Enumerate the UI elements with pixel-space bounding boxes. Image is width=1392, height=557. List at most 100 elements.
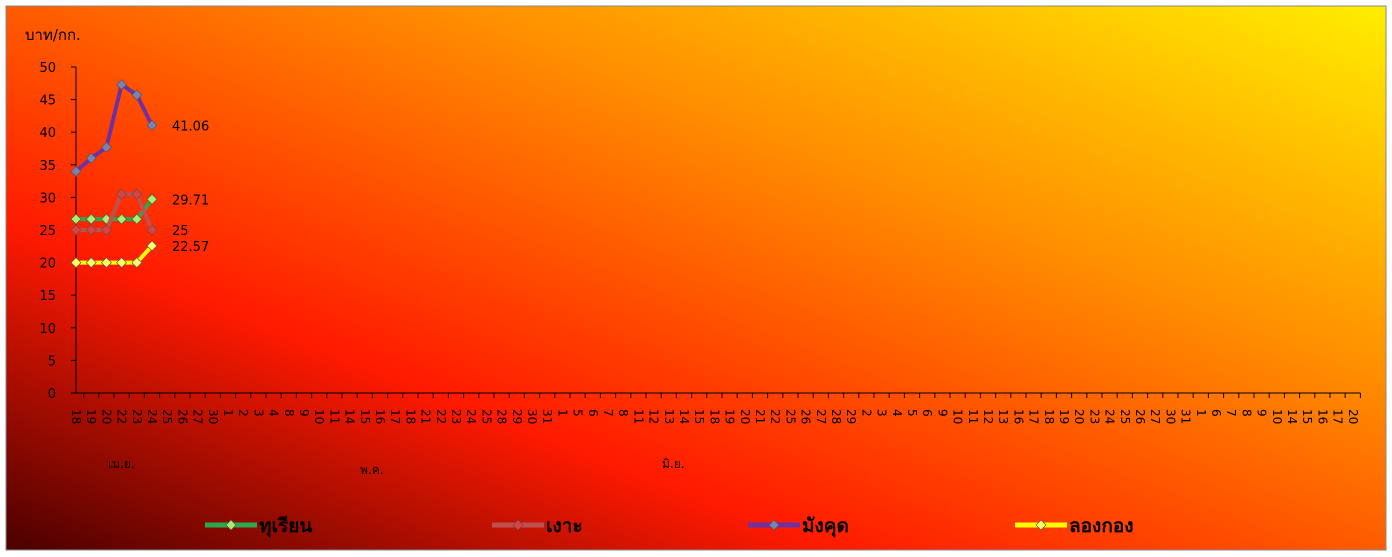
month-label: มิ.ย. [662,457,685,471]
x-tick-label: 5 [905,409,919,417]
x-tick-label: 31 [1179,409,1193,424]
x-tick-label: 15 [692,409,706,424]
data-point [116,79,128,91]
x-tick-label: 6 [1209,409,1223,417]
x-tick-label: 19 [1057,409,1071,424]
x-tick-label: 24 [145,409,159,424]
data-point [116,257,128,269]
x-tick-label: 9 [297,409,311,417]
x-tick-label: 5 [571,409,585,417]
x-tick-label: 9 [1255,409,1269,417]
data-point [146,240,158,252]
x-tick-label: 13 [662,409,676,424]
data-point [131,213,143,225]
x-tick-label: 21 [419,409,433,424]
x-tick-label: 25 [783,409,797,424]
data-point [100,257,112,269]
x-tick-label: 16 [1315,409,1329,424]
x-tick-label: 31 [540,409,554,424]
x-tick-label: 27 [191,409,205,424]
x-tick-label: 13 [996,409,1010,424]
data-point [100,141,112,153]
y-tick-label: 5 [48,354,56,369]
x-tick-label: 15 [358,409,372,424]
y-tick-label: 10 [39,322,56,337]
data-point [131,257,143,269]
data-point [146,224,158,236]
x-tick-label: 29 [510,409,524,424]
x-tick-label: 14 [1285,409,1299,424]
x-tick-label: 1 [221,409,235,417]
data-point [146,193,158,205]
data-point [116,188,128,200]
x-tick-label: 1 [1194,409,1208,417]
x-tick-label: 2 [236,409,250,417]
x-tick-label: 7 [1224,409,1238,417]
x-tick-label: 12 [647,409,661,424]
data-point [85,224,97,236]
x-tick-label: 20 [738,409,752,424]
data-point [70,165,82,177]
y-axis-title: บาท/กก. [25,26,81,44]
x-tick-label: 15 [1300,409,1314,424]
x-tick-label: 4 [890,409,904,417]
y-tick-label: 20 [39,257,56,272]
x-tick-label: 1 [555,409,569,417]
x-tick-label: 17 [1027,409,1041,424]
data-point [116,213,128,225]
data-point [85,213,97,225]
x-tick-label: 27 [1148,409,1162,424]
x-tick-label: 12 [981,409,995,424]
legend-marker [225,519,237,531]
x-tick-label: 9 [935,409,949,417]
month-label: พ.ค. [360,463,384,477]
x-tick-label: 10 [1270,409,1284,424]
x-tick-label: 26 [1133,409,1147,424]
legend-marker [768,519,780,531]
x-tick-label: 16 [1011,409,1025,424]
x-tick-label: 19 [723,409,737,424]
x-tick-label: 25 [160,409,174,424]
x-tick-label: 10 [312,409,326,424]
data-label: 22.57 [172,240,209,255]
x-tick-label: 2 [859,409,873,417]
legend-label: มังคุด [802,515,849,538]
x-tick-label: 10 [951,409,965,424]
x-tick-label: 30 [525,409,539,424]
x-tick-label: 23 [1087,409,1101,424]
x-tick-label: 11 [966,409,980,424]
x-tick-label: 29 [844,409,858,424]
data-label: 41.06 [172,119,209,134]
x-tick-label: 3 [875,409,889,417]
x-tick-label: 6 [586,409,600,417]
x-tick-label: 28 [495,409,509,424]
x-tick-label: 18 [1042,409,1056,424]
legend-label: ทุเรียน [259,515,312,538]
x-tick-label: 17 [1331,409,1345,424]
x-tick-label: 25 [479,409,493,424]
data-point [100,224,112,236]
data-point [146,119,158,131]
data-label: 29.71 [172,193,209,208]
x-tick-label: 19 [84,409,98,424]
y-tick-label: 25 [39,224,56,239]
x-tick-label: 22 [434,409,448,424]
y-tick-label: 35 [39,159,56,174]
x-tick-label: 27 [814,409,828,424]
x-tick-label: 28 [829,409,843,424]
x-tick-label: 8 [616,409,630,417]
data-point [85,257,97,269]
y-tick-label: 15 [39,289,56,304]
y-tick-label: 50 [39,61,56,76]
x-tick-label: 26 [799,409,813,424]
x-tick-label: 26 [175,409,189,424]
x-tick-label: 3 [251,409,265,417]
data-point [131,188,143,200]
x-tick-label: 14 [343,409,357,424]
x-tick-label: 24 [464,409,478,424]
y-tick-label: 0 [48,387,56,402]
data-label: 25 [172,224,189,239]
x-tick-label: 21 [753,409,767,424]
x-tick-label: 8 [282,409,296,417]
